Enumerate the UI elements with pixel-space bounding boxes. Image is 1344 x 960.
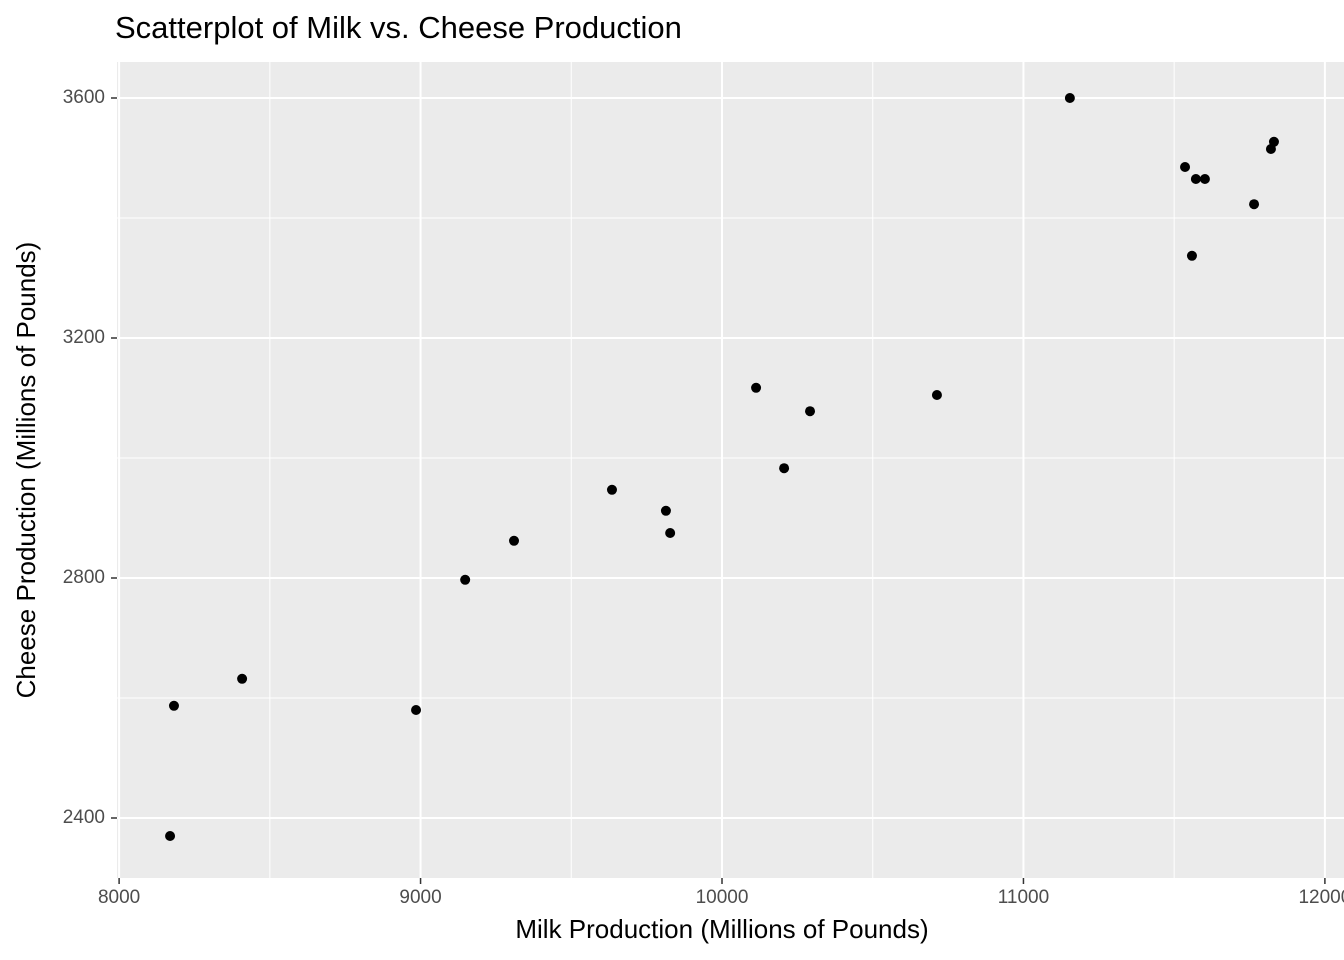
x-tick-label: 11000 (998, 887, 1049, 908)
x-tick-label: 9000 (399, 887, 441, 908)
point (165, 831, 176, 841)
x-tick-label: 12000 (1298, 887, 1344, 908)
point (665, 528, 676, 538)
point (1180, 162, 1191, 172)
y-axis-title: Cheese Production (Millions of Pounds) (11, 242, 41, 699)
point (1186, 250, 1197, 261)
point (660, 505, 671, 516)
chart-title: Scatterplot of Milk vs. Cheese Productio… (115, 10, 682, 45)
y-tick-label: 3200 (63, 327, 105, 348)
plot-panel (117, 62, 1344, 878)
x-axis-title: Milk Production (Millions of Pounds) (515, 914, 928, 944)
point (1268, 136, 1279, 147)
point (1249, 199, 1260, 210)
point (168, 700, 179, 711)
x-tick-label: 10000 (696, 887, 749, 908)
point (931, 390, 942, 400)
point (411, 705, 422, 715)
point (1064, 93, 1075, 103)
point (237, 673, 248, 684)
x-tick-label: 8000 (98, 887, 140, 908)
point (1190, 174, 1201, 184)
point (460, 574, 471, 585)
point (779, 463, 790, 474)
point (606, 484, 617, 495)
point (751, 382, 762, 393)
y-tick-label: 2800 (63, 567, 105, 588)
y-tick-label: 2400 (63, 807, 105, 828)
point (1199, 174, 1210, 184)
point (805, 406, 816, 417)
y-tick-label: 3600 (63, 87, 105, 108)
point (509, 535, 520, 546)
